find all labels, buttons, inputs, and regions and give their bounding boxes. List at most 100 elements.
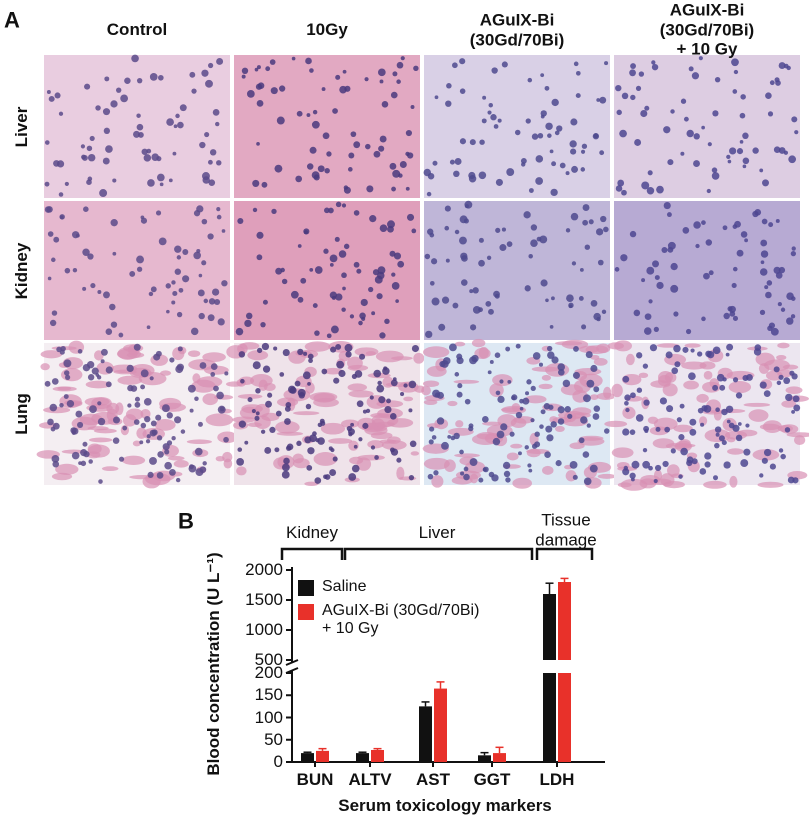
- nucleus: [282, 349, 290, 357]
- nucleus: [769, 463, 776, 470]
- nucleus: [441, 441, 449, 450]
- nucleus: [379, 332, 386, 339]
- nucleus: [411, 228, 417, 234]
- nucleus: [478, 259, 485, 267]
- tissue-strand: [382, 376, 394, 388]
- nucleus: [82, 363, 91, 372]
- nucleus: [86, 145, 93, 152]
- nucleus: [140, 369, 149, 378]
- nucleus: [545, 425, 553, 433]
- nucleus: [370, 445, 376, 450]
- tissue-strand: [649, 478, 672, 485]
- nucleus: [575, 70, 581, 76]
- nucleus: [244, 440, 249, 445]
- nucleus: [673, 344, 681, 353]
- nucleus: [429, 426, 435, 432]
- nucleus: [398, 173, 403, 178]
- nucleus: [463, 473, 470, 481]
- nucleus: [275, 267, 283, 275]
- nucleus: [400, 392, 405, 397]
- nucleus: [551, 296, 555, 301]
- nucleus: [499, 244, 507, 252]
- nucleus: [537, 132, 544, 139]
- nucleus: [336, 360, 345, 369]
- nucleus: [575, 93, 581, 99]
- tissue-strand: [748, 409, 769, 422]
- nucleus: [722, 225, 728, 231]
- tissue-strand: [304, 481, 319, 486]
- nucleus: [110, 321, 118, 328]
- nucleus: [670, 262, 678, 271]
- nucleus: [409, 440, 417, 448]
- nucleus: [790, 314, 796, 319]
- nucleus: [545, 298, 549, 303]
- tissue-strand: [186, 439, 212, 445]
- nucleus: [531, 443, 538, 449]
- nucleus: [87, 253, 94, 260]
- nucleus: [300, 277, 307, 284]
- nucleus: [216, 214, 222, 220]
- tissue-strand: [554, 341, 583, 346]
- nucleus: [792, 395, 800, 403]
- nucleus: [478, 477, 484, 483]
- tissue-strand: [638, 372, 649, 378]
- nucleus: [397, 260, 405, 268]
- nucleus: [456, 353, 463, 360]
- nucleus: [341, 203, 347, 208]
- nucleus: [410, 105, 415, 109]
- group-label: Liver: [418, 523, 456, 543]
- nucleus: [104, 76, 110, 82]
- nucleus: [693, 221, 701, 229]
- nucleus: [350, 422, 355, 427]
- nucleus: [89, 405, 97, 414]
- nucleus: [54, 92, 61, 99]
- nucleus: [502, 461, 511, 470]
- nucleus: [56, 160, 65, 168]
- nucleus: [378, 145, 385, 152]
- nucleus: [773, 366, 780, 373]
- nucleus: [150, 420, 157, 427]
- nucleus: [317, 437, 325, 445]
- nucleus: [149, 429, 157, 437]
- tissue-strand: [653, 417, 678, 431]
- nucleus: [136, 123, 144, 131]
- nucleus: [557, 406, 565, 414]
- y-tick-label: 2000: [245, 560, 283, 580]
- nucleus: [332, 456, 338, 462]
- nucleus: [762, 179, 770, 187]
- nucleus: [472, 306, 481, 314]
- nucleus: [190, 327, 199, 336]
- nucleus: [429, 280, 435, 286]
- nucleus: [83, 206, 89, 212]
- nucleus: [580, 167, 586, 172]
- nucleus: [461, 279, 468, 286]
- x-tick-label: LDH: [539, 770, 575, 790]
- nucleus: [201, 260, 207, 266]
- nucleus: [707, 142, 712, 147]
- nucleus: [124, 77, 131, 85]
- nucleus: [445, 258, 450, 263]
- nucleus: [593, 405, 601, 412]
- nucleus: [51, 257, 56, 263]
- nucleus: [653, 326, 659, 332]
- nucleus: [678, 474, 683, 479]
- tissue-strand: [743, 402, 771, 407]
- nucleus: [695, 243, 700, 249]
- tissue-strand: [276, 397, 299, 407]
- nucleus: [260, 429, 266, 434]
- tissue-strand: [426, 365, 447, 377]
- nucleus: [270, 87, 278, 95]
- tissue-strand: [590, 394, 599, 400]
- tissue-strand: [379, 439, 396, 444]
- nucleus: [737, 422, 742, 426]
- nucleus: [732, 424, 740, 432]
- nucleus: [131, 54, 139, 63]
- nucleus: [572, 474, 578, 480]
- nucleus: [656, 281, 664, 290]
- nucleus: [344, 85, 351, 92]
- tissue-strand: [167, 456, 185, 461]
- nucleus: [733, 69, 739, 75]
- tissue-strand: [673, 424, 693, 433]
- nucleus: [760, 260, 765, 265]
- nucleus: [362, 409, 367, 414]
